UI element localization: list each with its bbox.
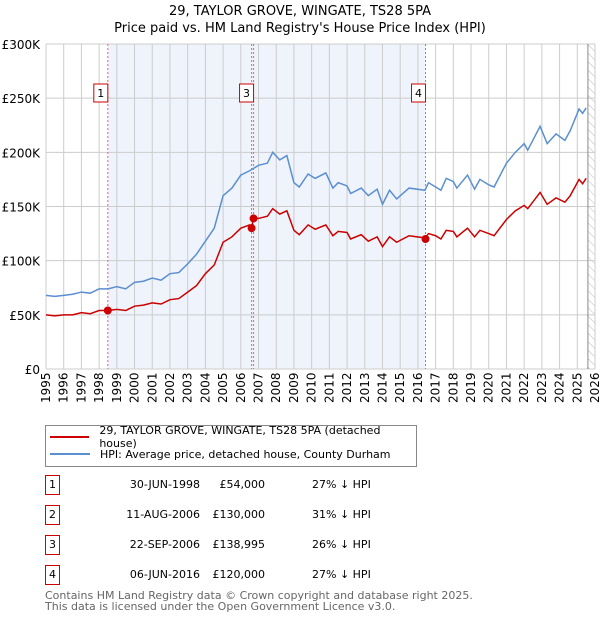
sale-price: £54,000 <box>219 478 266 491</box>
sale-hpi-diff: 27% ↓ HPI <box>312 478 371 491</box>
y-tick-label: £100K <box>2 255 42 269</box>
x-tick-label: 1996 <box>57 372 71 403</box>
y-tick-label: £250K <box>2 92 42 106</box>
legend-label: 29, TAYLOR GROVE, WINGATE, TS28 5PA (det… <box>99 424 381 450</box>
x-tick-label: 2004 <box>198 372 212 403</box>
x-tick-label: 2017 <box>429 372 443 403</box>
sale-date: 11-AUG-2006 <box>126 508 200 521</box>
table-row: 4 06-JUN-2016 £120,000 27% ↓ HPI <box>45 565 425 587</box>
x-tick-label: 2005 <box>216 372 230 403</box>
sale-hpi-diff: 31% ↓ HPI <box>312 508 371 521</box>
sale-label: 3 <box>243 87 250 100</box>
x-tick-label: 1997 <box>74 372 88 403</box>
legend-item-property: 29, TAYLOR GROVE, WINGATE, TS28 5PA (det… <box>46 424 416 450</box>
table-row: 3 22-SEP-2006 £138,995 26% ↓ HPI <box>45 535 425 557</box>
x-tick-label: 2023 <box>535 372 549 403</box>
sale-hpi-diff: 27% ↓ HPI <box>312 568 371 581</box>
sale-point <box>247 224 256 233</box>
property-line <box>45 177 587 317</box>
sale-label: 1 <box>97 87 104 100</box>
sale-date: 30-JUN-1998 <box>129 478 200 491</box>
x-tick-label: 2014 <box>375 372 389 403</box>
y-tick-label: £300K <box>2 38 42 52</box>
legend-swatch-blue <box>50 453 90 455</box>
chart-title: 29, TAYLOR GROVE, WINGATE, TS28 5PA <box>168 4 432 19</box>
x-tick-label: 1999 <box>110 372 124 403</box>
footer: Contains HM Land Registry data © Crown c… <box>45 590 473 612</box>
sale-marker: 1 <box>45 475 60 495</box>
x-tick-label: 2025 <box>570 372 584 403</box>
sale-marker: 4 <box>45 565 60 585</box>
legend: 29, TAYLOR GROVE, WINGATE, TS28 5PA (det… <box>45 424 417 467</box>
legend-label: HPI: Average price, detached house, Coun… <box>100 447 391 461</box>
x-tick-label: 2010 <box>305 372 319 403</box>
x-tick-label: 2019 <box>464 372 478 403</box>
table-row: 1 30-JUN-1998 £54,000 27% ↓ HPI <box>45 475 425 497</box>
hpi-line <box>45 107 587 298</box>
sale-marker: 3 <box>45 535 60 555</box>
y-tick-label: £200K <box>2 146 42 160</box>
sale-point <box>103 306 112 315</box>
footer-licence: This data is licensed under the Open Gov… <box>45 600 396 613</box>
legend-item-hpi: HPI: Average price, detached house, Coun… <box>46 446 391 462</box>
sale-label-box <box>411 83 427 103</box>
table-row: 2 11-AUG-2006 £130,000 31% ↓ HPI <box>45 505 425 527</box>
x-tick-label: 2007 <box>252 372 266 403</box>
x-tick-label: 2002 <box>163 372 177 403</box>
x-tick-label: 2018 <box>446 372 460 403</box>
x-tick-label: 2026 <box>588 372 600 403</box>
sale-hpi-diff: 26% ↓ HPI <box>312 538 371 551</box>
sale-price: £130,000 <box>212 508 266 521</box>
y-tick-label: £0 <box>25 363 40 377</box>
x-tick-label: 2022 <box>517 372 531 403</box>
sale-marker: 2 <box>45 505 60 525</box>
sale-label-box <box>239 83 255 103</box>
x-tick-label: 2012 <box>340 372 354 403</box>
y-tick-label: £150K <box>2 201 42 215</box>
footer-copyright: Contains HM Land Registry data © Crown c… <box>45 589 473 602</box>
x-tick-label: 2000 <box>128 372 142 403</box>
x-tick-label: 2016 <box>411 372 425 403</box>
x-tick-label: 2011 <box>322 372 336 403</box>
sale-point <box>421 235 430 243</box>
x-tick-label: 2013 <box>358 372 372 403</box>
sale-point <box>249 214 258 223</box>
x-tick-label: 2001 <box>145 372 159 403</box>
x-tick-label: 2008 <box>269 372 283 403</box>
x-tick-label: 2015 <box>393 372 407 403</box>
x-tick-label: 2020 <box>482 372 496 403</box>
sale-label-box <box>93 83 109 103</box>
legend-swatch-red <box>50 436 90 438</box>
sale-price: £138,995 <box>212 538 266 551</box>
y-tick-label: £50K <box>9 309 41 323</box>
x-tick-label: 2009 <box>287 372 301 403</box>
x-tick-label: 2021 <box>499 372 513 403</box>
x-tick-label: 2006 <box>234 372 248 403</box>
sale-date: 06-JUN-2016 <box>129 568 200 581</box>
sale-price: £120,000 <box>212 568 266 581</box>
x-tick-label: 2003 <box>181 372 195 403</box>
chart-subtitle: Price paid vs. HM Land Registry's House … <box>114 21 486 36</box>
x-tick-label: 1995 <box>39 372 53 403</box>
sale-label: 4 <box>415 87 422 100</box>
sale-date: 22-SEP-2006 <box>129 538 200 551</box>
x-tick-label: 1998 <box>92 372 106 403</box>
price-chart: 1995 1996 1997 1998 1999 2000 2001 2002 2003 2004… <box>2 38 600 403</box>
x-tick-label: 2024 <box>553 372 567 403</box>
